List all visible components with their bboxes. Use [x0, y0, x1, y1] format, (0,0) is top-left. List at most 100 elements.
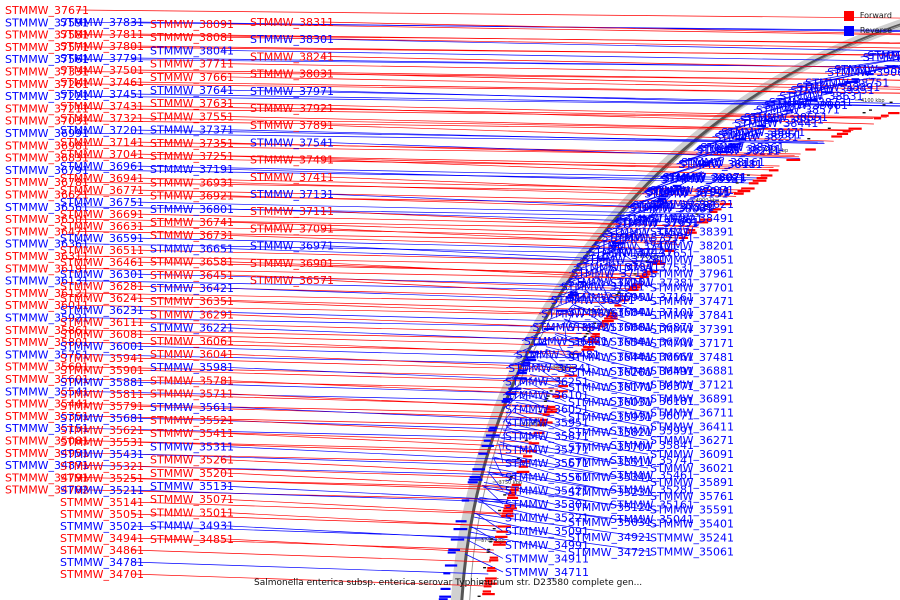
reverse-gene [845, 80, 859, 83]
label-connector [475, 512, 504, 532]
label-connector [607, 245, 624, 268]
label-connector [565, 261, 611, 283]
label-connector [76, 341, 582, 353]
gene-mark [503, 494, 507, 496]
label-connector [131, 165, 761, 179]
gene-label: STMMW_34991 [505, 539, 589, 552]
label-connector [565, 276, 598, 298]
gene-label: STMMW_38891 [796, 81, 880, 94]
label-connector [491, 457, 649, 483]
gene-label: STMMW_36661 [610, 350, 694, 363]
gene-label: STMMW_38061 [629, 202, 713, 215]
forward-gene [748, 182, 759, 185]
gene-label: STMMW_36591 [60, 232, 144, 245]
gene-label: STMMW_34951 [5, 447, 89, 460]
label-connector [221, 340, 582, 356]
forward-gene [629, 286, 641, 289]
gene-label: STMMW_37701 [650, 281, 734, 294]
gene-label: STMMW_36971 [250, 240, 334, 253]
label-connector [643, 221, 649, 246]
gene-label: STMMW_36051 [505, 403, 589, 416]
forward-gene [678, 236, 689, 239]
gene-label: STMMW_37961 [650, 267, 734, 280]
label-connector [131, 261, 645, 275]
gene-label: STMMW_38751 [805, 76, 889, 89]
gene-label: STMMW_37661 [150, 71, 234, 84]
reverse-gene [481, 444, 494, 447]
label-connector [131, 321, 596, 335]
gene-label: STMMW_37091 [250, 222, 334, 235]
gene-label: STMMW_36221 [150, 322, 234, 335]
gene-label: STMMW_36351 [150, 295, 234, 308]
label-connector [647, 165, 707, 191]
label-connector [321, 124, 834, 142]
gene-label: STMMW_36111 [60, 316, 144, 329]
label-connector [221, 393, 550, 408]
reverse-gene [821, 91, 833, 94]
reverse-gene [702, 161, 713, 164]
label-connector [221, 459, 520, 474]
gene-label: STMMW_37571 [5, 41, 89, 54]
label-connector [131, 201, 711, 215]
gene-label: STMMW_34781 [60, 556, 144, 569]
gene-label: STMMW_37971 [250, 85, 334, 98]
forward-gene [719, 203, 732, 206]
reverse-gene [886, 65, 899, 68]
gene-label: STMMW_37511 [601, 231, 685, 244]
gene-label: STMMW_37891 [250, 119, 334, 132]
label-connector [76, 292, 618, 304]
gene-label: STMMW_35711 [150, 388, 234, 401]
label-connector [76, 108, 873, 119]
reverse-gene [455, 520, 467, 523]
gene-label: STMMW_34721 [568, 546, 652, 559]
gene-label: STMMW_36031 [568, 396, 652, 409]
label-connector [76, 403, 545, 414]
label-connector [131, 453, 522, 467]
gene-mark [827, 127, 831, 129]
gene-label: STMMW_35771 [505, 444, 589, 457]
gene-label: STMMW_37031 [5, 115, 89, 128]
gene-label: STMMW_35431 [60, 448, 144, 461]
gene-label: STMMW_35411 [150, 427, 234, 440]
gene-label: STMMW_36271 [650, 434, 734, 447]
gene-label: STMMW_35121 [568, 501, 652, 514]
gene-label: STMMW_36991 [5, 127, 89, 140]
gene-label: STMMW_34851 [150, 533, 234, 546]
forward-gene [684, 231, 697, 234]
gene-label: STMMW_38831 [740, 114, 824, 127]
gene-label: STMMW_37211 [5, 102, 89, 115]
gene-label: STMMW_38161 [681, 156, 765, 169]
label-connector [221, 538, 494, 554]
forward-gene [492, 543, 506, 546]
reverse-gene [450, 538, 465, 541]
gene-label: STMMW_38091 [150, 18, 234, 31]
gene-label: STMMW_38081 [150, 31, 234, 44]
gene-mark [533, 421, 537, 423]
label-connector [488, 471, 567, 493]
gene-label: STMMW_36541 [568, 336, 652, 349]
gene-label: STMMW_34861 [60, 544, 144, 557]
gene-label: STMMW_38361 [700, 141, 784, 154]
label-connector [76, 83, 900, 94]
gene-label: STMMW_35921 [5, 312, 89, 325]
gene-label: STMMW_38491 [650, 212, 734, 225]
gene-label: STMMW_36981 [5, 139, 89, 152]
label-connector [573, 246, 624, 268]
gene-label: STMMW_38471 [721, 126, 805, 139]
label-connector [321, 107, 874, 125]
label-connector [732, 104, 811, 124]
label-connector [521, 322, 566, 342]
gene-label: STMMW_37821 [630, 201, 714, 214]
forward-gene [831, 135, 843, 138]
label-connector [486, 471, 649, 497]
genome-caption: Salmonella enterica subsp. enterica sero… [254, 578, 643, 588]
forward-gene [696, 221, 709, 224]
gene-mark [882, 104, 886, 106]
forward-gene [496, 530, 508, 533]
gene-label: STMMW_35321 [60, 460, 144, 473]
reverse-gene [489, 426, 498, 429]
gene-label: STMMW_36801 [150, 203, 234, 216]
gene-label: STMMW_38711 [697, 143, 781, 156]
gene-label: STMMW_36651 [150, 242, 234, 255]
gene-label: STMMW_36311 [5, 250, 89, 263]
